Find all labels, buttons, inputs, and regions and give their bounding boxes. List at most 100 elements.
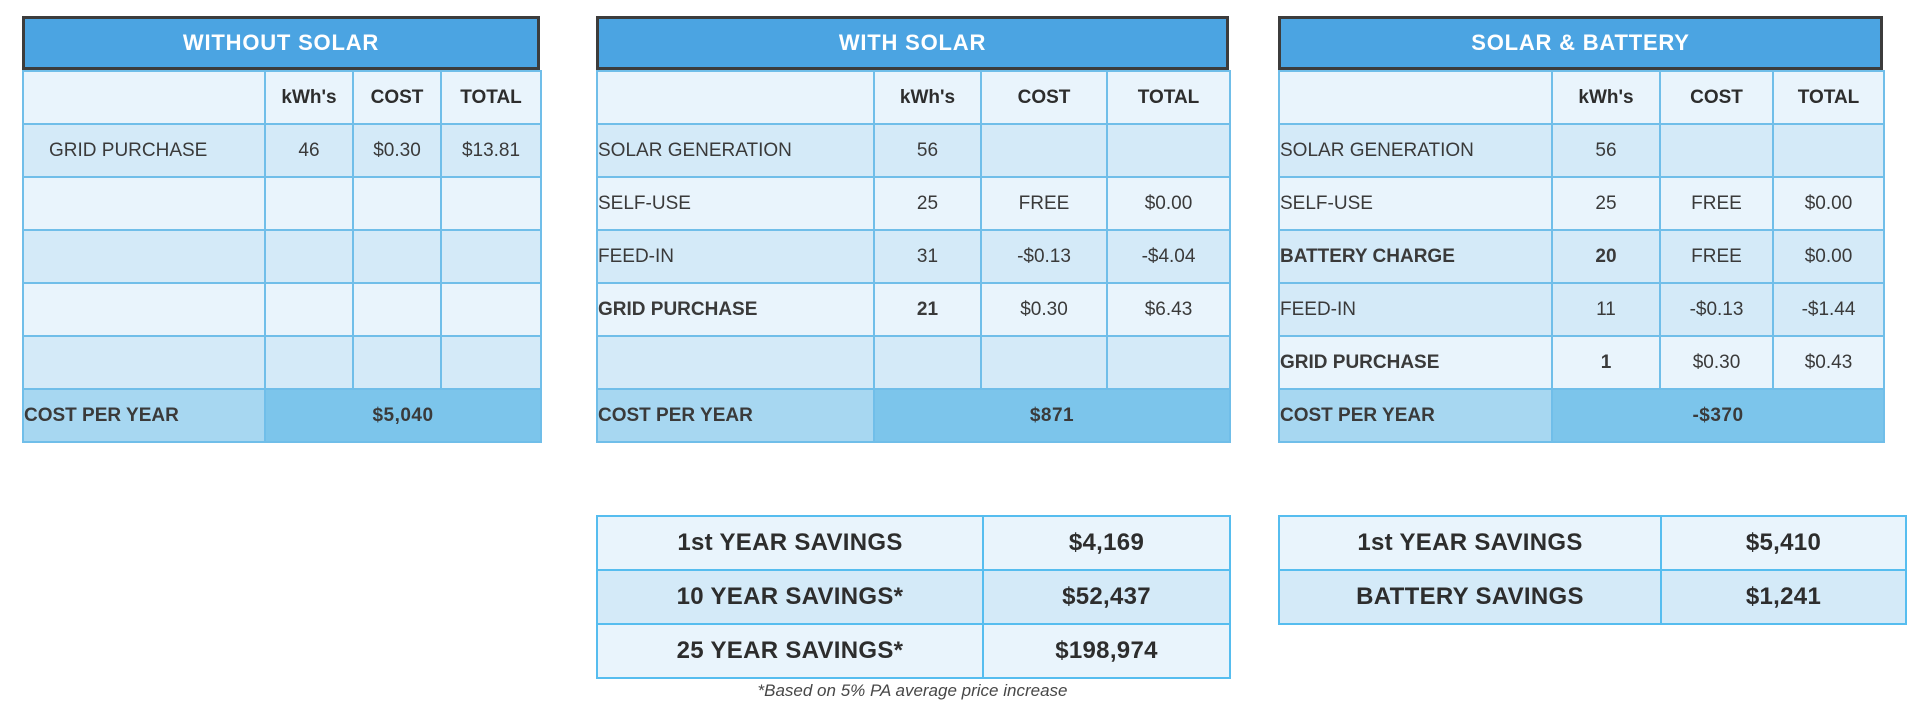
- total-value: $0.00: [1772, 229, 1885, 284]
- table-row: SOLAR GENERATION 56: [1278, 123, 1885, 178]
- column-header-row: kWh's COST TOTAL: [596, 70, 1231, 125]
- row-label: SELF-USE: [596, 176, 875, 231]
- total-value: $13.81: [440, 123, 542, 178]
- total-value: $0.00: [1772, 176, 1885, 231]
- cost-value: $0.30: [1659, 335, 1774, 390]
- cost-per-year-value: -$370: [1551, 388, 1885, 443]
- table-row: SOLAR GENERATION 56: [596, 123, 1231, 178]
- cost-per-year-label: COST PER YEAR: [22, 388, 266, 443]
- row-label: GRID PURCHASE: [1278, 335, 1553, 390]
- savings-value: $1,241: [1660, 569, 1907, 625]
- cost-value: -$0.13: [980, 229, 1108, 284]
- battery-savings-table: 1st YEAR SAVINGS $5,410 BATTERY SAVINGS …: [1278, 515, 1907, 625]
- row-label: SOLAR GENERATION: [596, 123, 875, 178]
- savings-row: BATTERY SAVINGS $1,241: [1278, 569, 1907, 625]
- solar-battery-grid: kWh's COST TOTAL SOLAR GENERATION 56 SEL…: [1278, 70, 1885, 443]
- total-value: -$4.04: [1106, 229, 1231, 284]
- kwh-header: kWh's: [873, 70, 982, 125]
- total-value: [1106, 123, 1231, 178]
- with-solar-grid: kWh's COST TOTAL SOLAR GENERATION 56 SEL…: [596, 70, 1231, 443]
- cost-per-year-row: COST PER YEAR $5,040: [22, 388, 542, 443]
- total-header: TOTAL: [440, 70, 542, 125]
- total-value: $0.00: [1106, 176, 1231, 231]
- kwh-value: 11: [1551, 282, 1661, 337]
- table-row-empty: [596, 335, 1231, 390]
- without-solar-table: WITHOUT SOLAR kWh's COST TOTAL GRID PURC…: [22, 16, 542, 443]
- savings-label: 1st YEAR SAVINGS: [1278, 515, 1662, 571]
- total-header: TOTAL: [1772, 70, 1885, 125]
- savings-value: $52,437: [982, 569, 1231, 625]
- cost-header: COST: [1659, 70, 1774, 125]
- savings-row: 25 YEAR SAVINGS* $198,974: [596, 623, 1231, 679]
- solar-battery-table: SOLAR & BATTERY kWh's COST TOTAL SOLAR G…: [1278, 16, 1885, 443]
- table-row: SELF-USE 25 FREE $0.00: [596, 176, 1231, 231]
- cost-header: COST: [980, 70, 1108, 125]
- kwh-value: 31: [873, 229, 982, 284]
- cost-value: FREE: [1659, 176, 1774, 231]
- kwh-value: 1: [1551, 335, 1661, 390]
- kwh-value: 46: [264, 123, 354, 178]
- row-label: BATTERY CHARGE: [1278, 229, 1553, 284]
- savings-row: 10 YEAR SAVINGS* $52,437: [596, 569, 1231, 625]
- cost-per-year-label: COST PER YEAR: [1278, 388, 1553, 443]
- row-label: GRID PURCHASE: [596, 282, 875, 337]
- blank-header-cell: [22, 70, 266, 125]
- table-row: GRID PURCHASE 46 $0.30 $13.81: [22, 123, 542, 178]
- cost-value: -$0.13: [1659, 282, 1774, 337]
- row-label: FEED-IN: [596, 229, 875, 284]
- without-solar-grid: kWh's COST TOTAL GRID PURCHASE 46 $0.30 …: [22, 70, 542, 443]
- battery-savings-grid: 1st YEAR SAVINGS $5,410 BATTERY SAVINGS …: [1278, 515, 1907, 625]
- with-solar-title: WITH SOLAR: [596, 16, 1229, 70]
- kwh-header: kWh's: [264, 70, 354, 125]
- solar-battery-title: SOLAR & BATTERY: [1278, 16, 1883, 70]
- total-value: [1772, 123, 1885, 178]
- row-label: SOLAR GENERATION: [1278, 123, 1553, 178]
- cost-value: [1659, 123, 1774, 178]
- without-solar-title: WITHOUT SOLAR: [22, 16, 540, 70]
- cost-per-year-value: $871: [873, 388, 1231, 443]
- table-row-empty: [22, 229, 542, 284]
- savings-label: 1st YEAR SAVINGS: [596, 515, 984, 571]
- savings-value: $4,169: [982, 515, 1231, 571]
- kwh-value: 25: [873, 176, 982, 231]
- savings-row: 1st YEAR SAVINGS $5,410: [1278, 515, 1907, 571]
- table-row: GRID PURCHASE 21 $0.30 $6.43: [596, 282, 1231, 337]
- column-header-row: kWh's COST TOTAL: [22, 70, 542, 125]
- cost-per-year-label: COST PER YEAR: [596, 388, 875, 443]
- total-value: $6.43: [1106, 282, 1231, 337]
- row-label: SELF-USE: [1278, 176, 1553, 231]
- total-value: -$1.44: [1772, 282, 1885, 337]
- kwh-value: 56: [873, 123, 982, 178]
- cost-value: [980, 123, 1108, 178]
- row-label: GRID PURCHASE: [22, 123, 266, 178]
- table-row: SELF-USE 25 FREE $0.00: [1278, 176, 1885, 231]
- cost-per-year-value: $5,040: [264, 388, 542, 443]
- cost-value: FREE: [980, 176, 1108, 231]
- savings-row: 1st YEAR SAVINGS $4,169: [596, 515, 1231, 571]
- cost-value: FREE: [1659, 229, 1774, 284]
- table-row-empty: [22, 282, 542, 337]
- blank-header-cell: [596, 70, 875, 125]
- kwh-header: kWh's: [1551, 70, 1661, 125]
- footnote: *Based on 5% PA average price increase: [757, 681, 1068, 700]
- kwh-value: 20: [1551, 229, 1661, 284]
- with-solar-savings-grid: 1st YEAR SAVINGS $4,169 10 YEAR SAVINGS*…: [596, 515, 1231, 679]
- blank-header-cell: [1278, 70, 1553, 125]
- table-row: FEED-IN 31 -$0.13 -$4.04: [596, 229, 1231, 284]
- column-header-row: kWh's COST TOTAL: [1278, 70, 1885, 125]
- savings-value: $5,410: [1660, 515, 1907, 571]
- table-row: GRID PURCHASE 1 $0.30 $0.43: [1278, 335, 1885, 390]
- total-header: TOTAL: [1106, 70, 1231, 125]
- savings-label: 25 YEAR SAVINGS*: [596, 623, 984, 679]
- cost-value: $0.30: [980, 282, 1108, 337]
- kwh-value: 21: [873, 282, 982, 337]
- cost-value: $0.30: [352, 123, 442, 178]
- total-value: $0.43: [1772, 335, 1885, 390]
- savings-label: 10 YEAR SAVINGS*: [596, 569, 984, 625]
- table-row-empty: [22, 176, 542, 231]
- kwh-value: 25: [1551, 176, 1661, 231]
- table-row: FEED-IN 11 -$0.13 -$1.44: [1278, 282, 1885, 337]
- savings-value: $198,974: [982, 623, 1231, 679]
- kwh-value: 56: [1551, 123, 1661, 178]
